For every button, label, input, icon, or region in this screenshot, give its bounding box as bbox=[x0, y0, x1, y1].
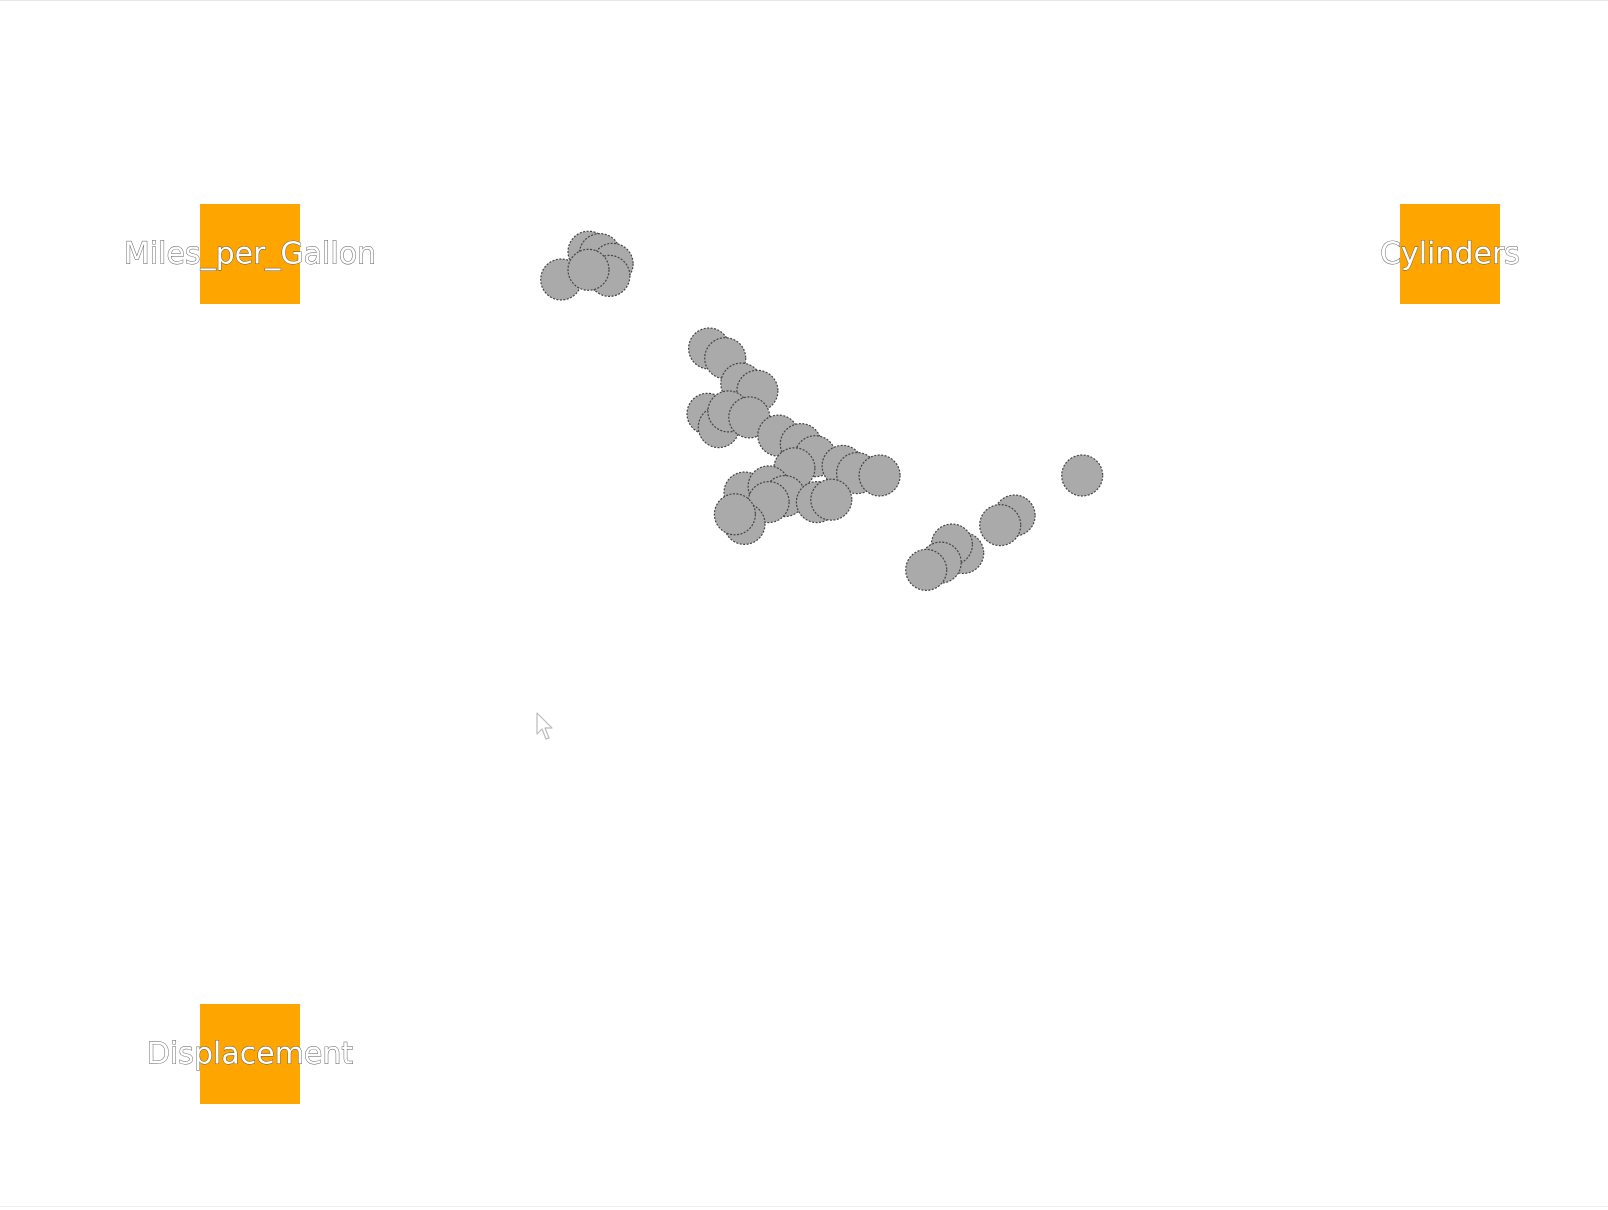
anchor-displacement[interactable]: Displacement bbox=[146, 1004, 354, 1104]
data-points bbox=[540, 230, 1104, 592]
data-point[interactable] bbox=[858, 454, 901, 497]
data-point[interactable] bbox=[1061, 454, 1104, 497]
data-point[interactable] bbox=[905, 548, 948, 592]
anchor-box-miles-per-gallon[interactable] bbox=[200, 204, 300, 304]
anchor-miles-per-gallon[interactable]: Miles_per_Gallon bbox=[123, 204, 377, 304]
data-point[interactable] bbox=[979, 503, 1022, 547]
anchor-label-displacement: Displacement bbox=[147, 1037, 353, 1072]
anchor-box-cylinders[interactable] bbox=[1400, 204, 1500, 304]
anchor-cylinders[interactable]: Cylinders bbox=[1380, 204, 1520, 304]
anchor-box-displacement[interactable] bbox=[200, 1004, 300, 1104]
anchor-label-cylinders: Cylinders bbox=[1380, 237, 1520, 272]
data-point[interactable] bbox=[567, 248, 610, 291]
top-border bbox=[0, 0, 1608, 1]
bottom-border bbox=[0, 1206, 1608, 1207]
mouse-pointer-icon bbox=[536, 712, 553, 740]
anchor-label-miles-per-gallon: Miles_per_Gallon bbox=[124, 237, 376, 272]
data-point[interactable] bbox=[713, 493, 757, 536]
data-point[interactable] bbox=[810, 478, 853, 521]
